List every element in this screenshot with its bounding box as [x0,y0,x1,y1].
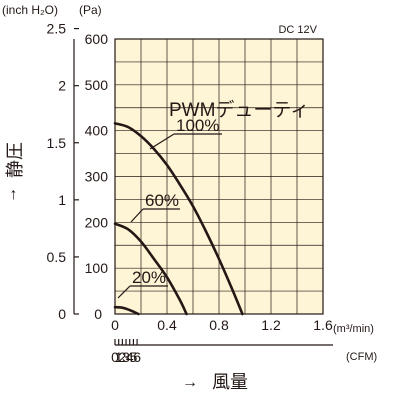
y-unit-inch: (inch H₂O) [2,3,58,17]
inch-ticks: 0 0.5 1 1.5 2 2.5 [47,21,79,322]
pa-tick-label: 600 [85,31,109,47]
series-100-curve [113,122,244,316]
x-axis-label: 風量 [212,372,248,392]
legend-title: PWMデューティ [169,99,309,121]
inch-tick-label: 2.5 [47,21,67,37]
x-axis-arrow: → [182,374,198,391]
condition-label: DC 12V [278,24,317,36]
series-60-curve [113,222,188,316]
cfm-tick-label: 0 [111,349,119,365]
cfm-tick-label: 5 [130,349,138,365]
curves [113,122,244,316]
series-60-leader [130,208,144,223]
m3-tick-label: 1.6 [313,317,333,333]
series-20-leader [117,285,131,299]
pa-tick-label: 500 [85,77,109,93]
m3-tick-label: 1.2 [261,317,281,333]
series-20-curve [113,305,140,316]
cfm-tick-label: 4 [126,349,134,365]
cfm-tick-label: 3 [122,349,130,365]
inch-tick-label: 0 [58,306,66,322]
inch-tick-label: 1 [58,192,66,208]
x-unit-cfm: (CFM) [346,351,377,363]
pa-ticks: 0 100 200 300 400 500 600 [85,31,109,322]
m3-tick-label: 0.8 [209,317,229,333]
series-60-label: 60% [145,191,179,210]
inch-tick-label: 0.5 [47,249,67,265]
cfm-tick-label: 1 [115,349,123,365]
series-labels: 100% 60% 20% [117,116,222,299]
inch-tick-label: 2 [58,78,66,94]
pa-tick-label: 100 [85,260,109,276]
y-axis-label: 静圧 [5,142,25,178]
m3-ticks: 0.4 0.8 1.2 1.6 [157,317,333,333]
series-100-label: 100% [176,116,219,135]
y-unit-pa: (Pa) [79,3,102,17]
series-20-label: 20% [132,268,166,287]
series-100-leader [149,133,175,150]
inch-tick-label: 1.5 [47,135,67,151]
x-m3-zero-label: 0 [111,317,119,333]
pa-tick-label: 300 [85,169,109,185]
pa-tick-label: 200 [85,214,109,230]
cfm-tick-label: 2 [118,349,126,365]
m3-tick-label: 0.4 [157,317,177,333]
plot-frame [114,38,324,315]
pa-tick-label: 0 [94,306,102,322]
cfm-tick-label: 6 [133,349,141,365]
pa-tick-label: 400 [85,123,109,139]
grid [115,39,323,314]
y-axis-arrow: → [3,187,20,203]
x-unit-m3: (m³/min) [333,323,374,335]
